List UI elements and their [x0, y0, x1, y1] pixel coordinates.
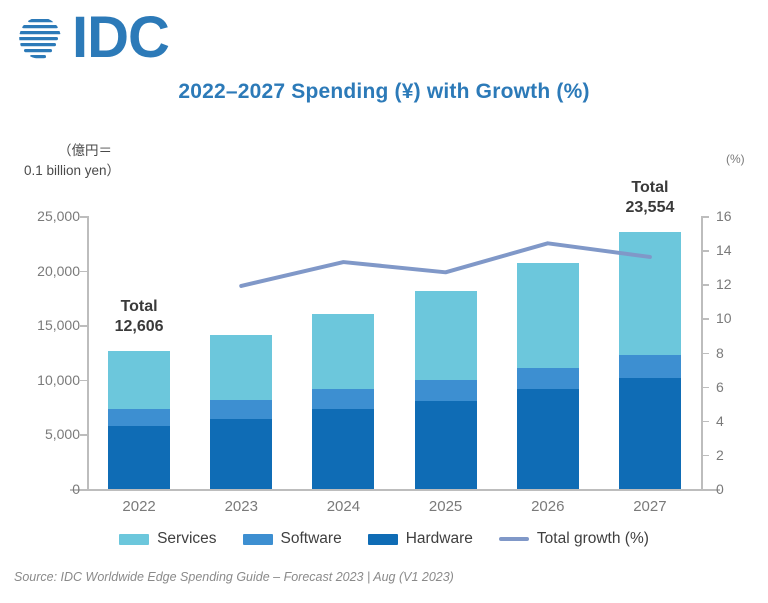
- bar-group[interactable]: [210, 216, 273, 489]
- total-2027: Total 23,554: [580, 178, 720, 218]
- bar-segment-services[interactable]: [312, 314, 375, 390]
- right-axis-tick-label: 10: [716, 310, 732, 327]
- bar-segment-software[interactable]: [210, 400, 273, 420]
- x-axis-tick-label: 2027: [633, 498, 667, 515]
- bar-segment-software[interactable]: [312, 389, 375, 409]
- bar-group[interactable]: [108, 216, 171, 489]
- right-axis-tick-label: 0: [716, 481, 724, 497]
- bar-segment-software[interactable]: [618, 354, 681, 378]
- legend-item-label: Software: [280, 530, 342, 547]
- chart-title: 2022–2027 Spending (¥) with Growth (%): [178, 80, 590, 103]
- right-axis-tick-label: 8: [716, 344, 724, 361]
- right-axis-tick-label: 14: [716, 242, 732, 259]
- left-axis-tick-label: 0: [72, 481, 80, 497]
- total-label-word: Total: [631, 178, 669, 196]
- left-axis-tick-label: 20,000: [37, 262, 80, 279]
- right-axis-tick-label: 12: [716, 276, 732, 293]
- bar-segment-services[interactable]: [618, 231, 681, 355]
- left-axis-unit-line-1: （億円＝: [58, 143, 112, 158]
- bar-segment-software[interactable]: [414, 379, 477, 401]
- x-axis-tick-label: 2026: [531, 498, 565, 515]
- bar-segment-hardware[interactable]: [414, 400, 477, 489]
- right-axis-tick-mark: [702, 420, 709, 423]
- idc-logo: IDC: [14, 5, 334, 70]
- x-axis-tick-label: 2023: [224, 498, 258, 515]
- right-axis-tick-label: 2: [716, 446, 724, 463]
- left-axis-tick-label: 15,000: [37, 317, 80, 334]
- legend-item-label: Total growth (%): [536, 530, 649, 547]
- legend-line-swatch-icon: [498, 537, 529, 541]
- idc-wordmark: IDC: [72, 5, 170, 70]
- right-axis-tick-mark: [702, 489, 709, 491]
- x-axis-tick-label: 2022: [122, 498, 156, 515]
- right-axis-tick-label: 6: [716, 378, 724, 395]
- total-label-value: 23,554: [625, 198, 675, 216]
- legend-item-software[interactable]: Software: [242, 530, 342, 548]
- legend-color-swatch-icon: [367, 533, 398, 545]
- source-note: Source: IDC Worldwide Edge Spending Guid…: [14, 570, 454, 584]
- bar-segment-services[interactable]: [108, 351, 171, 409]
- total-label-value: 12,606: [114, 318, 164, 336]
- right-axis-tick-mark: [702, 250, 709, 252]
- plot-area: [88, 216, 702, 489]
- bar-segment-hardware[interactable]: [618, 377, 681, 489]
- left-axis-tick-mark: [80, 270, 87, 273]
- bar-segment-hardware[interactable]: [210, 419, 273, 489]
- left-axis-tick-mark: [80, 325, 87, 327]
- total-label-word: Total: [120, 298, 158, 316]
- x-axis-tick-label: 2024: [326, 498, 361, 515]
- right-axis-unit-note: (%): [726, 152, 745, 166]
- idc-globe-icon: [16, 14, 64, 62]
- bar-segment-software[interactable]: [108, 408, 171, 426]
- x-axis-line: [70, 489, 720, 491]
- legend-item-hardware[interactable]: Hardware: [367, 530, 473, 548]
- left-axis-tick-label: 25,000: [37, 208, 80, 224]
- bar-group[interactable]: [618, 216, 681, 489]
- legend-item-services[interactable]: Services: [119, 530, 217, 548]
- legend-item-total-growth[interactable]: Total growth (%): [498, 530, 649, 548]
- left-axis-tick-mark: [80, 216, 87, 218]
- bar-group[interactable]: [312, 216, 375, 489]
- left-axis-unit-note: （億円＝ 0.1 billion yen）: [24, 141, 234, 180]
- right-axis-tick-mark: [702, 284, 709, 286]
- chart-legend: Services Software Hardware Total growth (%): [0, 530, 768, 548]
- right-axis-tick-mark: [702, 216, 709, 218]
- x-axis-tick-label: 2025: [428, 498, 463, 515]
- legend-item-label: Hardware: [405, 530, 473, 547]
- right-axis-tick-mark: [702, 352, 709, 354]
- bar-segment-services[interactable]: [516, 262, 579, 368]
- legend-color-swatch-icon: [242, 533, 273, 545]
- left-axis-tick-label: 5,000: [44, 426, 80, 443]
- bar-segment-hardware[interactable]: [516, 389, 579, 489]
- right-axis-tick-mark: [702, 454, 709, 457]
- right-axis-tick-label: 16: [716, 208, 732, 224]
- left-axis-tick-mark: [80, 434, 87, 436]
- right-axis-tick-mark: [702, 318, 709, 320]
- bar-group[interactable]: [516, 216, 579, 489]
- bar-segment-hardware[interactable]: [108, 425, 171, 489]
- left-axis-unit-line-2: 0.1 billion yen）: [24, 162, 121, 178]
- right-axis-tick-mark: [702, 386, 709, 389]
- legend-item-label: Services: [157, 530, 217, 547]
- left-axis-tick-mark: [80, 489, 87, 491]
- bar-group[interactable]: [414, 216, 477, 489]
- bar-segment-services[interactable]: [210, 334, 273, 401]
- legend-color-swatch-icon: [119, 533, 150, 545]
- bar-segment-software[interactable]: [516, 367, 579, 390]
- left-axis-line: [87, 216, 89, 490]
- total-2022: Total 12,606: [69, 297, 209, 337]
- right-axis-line: [701, 216, 703, 490]
- right-axis-tick-label: 4: [716, 412, 724, 429]
- left-axis-tick-label: 10,000: [37, 371, 80, 388]
- bar-segment-services[interactable]: [414, 291, 477, 380]
- left-axis-tick-mark: [80, 379, 87, 382]
- bar-segment-hardware[interactable]: [312, 408, 375, 489]
